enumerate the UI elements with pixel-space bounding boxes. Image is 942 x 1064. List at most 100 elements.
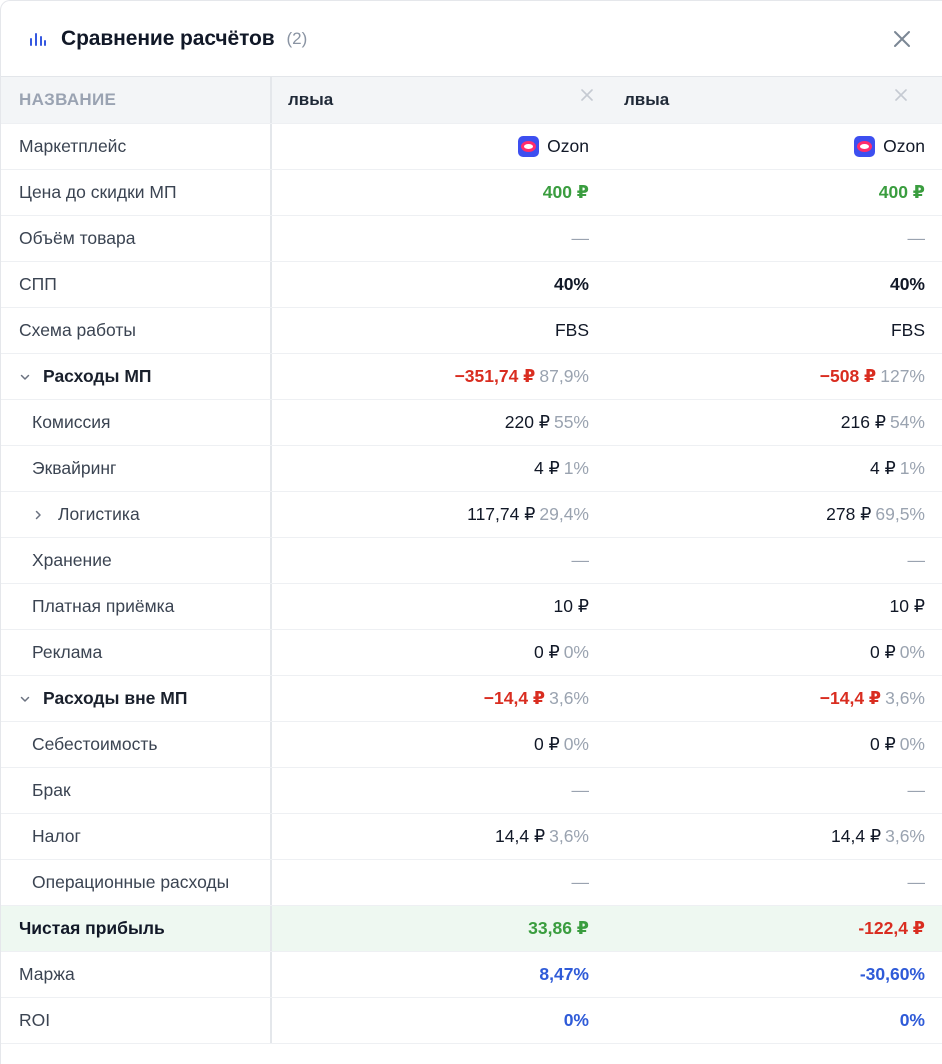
close-icon <box>581 89 593 101</box>
value-cell: 400 ₽ <box>542 182 589 202</box>
amount: 4 ₽ <box>533 458 560 478</box>
ozon-logo-icon <box>518 136 540 157</box>
value-cell: 10 ₽ <box>553 596 589 616</box>
value-cell: Ozon <box>272 124 589 169</box>
value-cell: 0 ₽0% <box>589 722 925 767</box>
row-label: ROI <box>1 998 272 1043</box>
value-cell: -30,60% <box>859 964 925 984</box>
calculation-1-name: лвыа <box>272 77 608 123</box>
row-label: Комиссия <box>1 400 272 445</box>
table-row-margin: Маржа 8,47% -30,60% <box>1 952 942 998</box>
amount: 0 ₽ <box>869 642 896 662</box>
amount: −508 ₽ <box>819 366 877 386</box>
remove-calculation-1-button[interactable] <box>578 86 596 104</box>
comparison-table: НАЗВАНИЕ лвыа лвыа Маркетплейс Ozon Ozo <box>1 77 942 1044</box>
marketplace-value: Ozon <box>547 136 589 156</box>
close-button[interactable] <box>882 19 922 59</box>
chevron-down-icon[interactable] <box>19 691 35 707</box>
table-row-acquiring: Эквайринг 4 ₽1% 4 ₽1% <box>1 446 942 492</box>
row-label: Налог <box>1 814 272 859</box>
table-row-tax: Налог 14,4 ₽3,6% 14,4 ₽3,6% <box>1 814 942 860</box>
row-label: Схема работы <box>1 308 272 353</box>
table-row-marketplace: Маркетплейс Ozon Ozon <box>1 124 942 170</box>
row-label[interactable]: Расходы вне МП <box>1 676 272 721</box>
value-cell: −14,4 ₽3,6% <box>272 676 589 721</box>
table-row-non-mp-costs[interactable]: Расходы вне МП −14,4 ₽3,6% −14,4 ₽3,6% <box>1 676 942 722</box>
ozon-logo-icon <box>854 136 876 157</box>
amount: 0 ₽ <box>869 734 896 754</box>
value-cell: — <box>907 780 926 800</box>
table-row-roi: ROI 0% 0% <box>1 998 942 1044</box>
name-column-header: НАЗВАНИЕ <box>1 77 272 123</box>
value-cell: 0% <box>899 1010 925 1030</box>
amount: 0 ₽ <box>533 734 560 754</box>
percent: 69,5% <box>875 504 925 524</box>
amount: 0 ₽ <box>533 642 560 662</box>
amount: 4 ₽ <box>869 458 896 478</box>
row-label: Маркетплейс <box>1 124 272 169</box>
bar-chart-icon <box>30 32 46 46</box>
percent: 127% <box>880 366 925 386</box>
row-label: Платная приёмка <box>1 584 272 629</box>
table-row-net-profit: Чистая прибыль 33,86 ₽ -122,4 ₽ <box>1 906 942 952</box>
row-label: Объём товара <box>1 216 272 261</box>
percent: 3,6% <box>549 688 589 708</box>
value-cell: 40% <box>889 274 925 294</box>
value-cell: — <box>907 550 926 570</box>
value-cell: 8,47% <box>539 964 589 984</box>
value-cell: — <box>907 872 926 892</box>
table-row-commission: Комиссия 220 ₽55% 216 ₽54% <box>1 400 942 446</box>
value-cell: 0% <box>563 1010 589 1030</box>
chevron-right-icon[interactable] <box>32 507 48 523</box>
remove-calculation-2-button[interactable] <box>892 86 910 104</box>
percent: 3,6% <box>549 826 589 846</box>
table-row-mp-costs[interactable]: Расходы МП −351,74 ₽87,9% −508 ₽127% <box>1 354 942 400</box>
row-label: Операционные расходы <box>1 860 272 905</box>
table-row-logistics[interactable]: Логистика 117,74 ₽29,4% 278 ₽69,5% <box>1 492 942 538</box>
table-row-operational: Операционные расходы — — <box>1 860 942 906</box>
amount: −351,74 ₽ <box>454 366 536 386</box>
amount: 14,4 ₽ <box>495 826 546 846</box>
group-label: Расходы МП <box>43 366 152 386</box>
row-label: Хранение <box>1 538 272 583</box>
percent: 3,6% <box>885 688 925 708</box>
percent: 55% <box>553 412 589 432</box>
percent: 0% <box>563 734 589 754</box>
value-cell: — <box>571 780 590 800</box>
table-row-cost-price: Себестоимость 0 ₽0% 0 ₽0% <box>1 722 942 768</box>
amount: 14,4 ₽ <box>831 826 882 846</box>
percent: 0% <box>899 642 925 662</box>
table-row-paid-acceptance: Платная приёмка 10 ₽ 10 ₽ <box>1 584 942 630</box>
value-cell: 400 ₽ <box>878 182 925 202</box>
value-cell: -122,4 ₽ <box>858 918 925 938</box>
table-row-defect: Брак — — <box>1 768 942 814</box>
row-label[interactable]: Расходы МП <box>1 354 272 399</box>
amount: 220 ₽ <box>504 412 550 432</box>
amount: −14,4 ₽ <box>819 688 882 708</box>
percent: 1% <box>563 458 589 478</box>
percent: 29,4% <box>539 504 589 524</box>
row-label: Чистая прибыль <box>1 906 272 951</box>
panel-header: Сравнение расчётов (2) <box>1 1 942 77</box>
calculation-name: лвыа <box>288 90 334 109</box>
value-cell: 4 ₽1% <box>272 446 589 491</box>
row-label: Себестоимость <box>1 722 272 767</box>
percent: 0% <box>899 734 925 754</box>
percent: 54% <box>889 412 925 432</box>
amount: −14,4 ₽ <box>483 688 546 708</box>
row-label: Маржа <box>1 952 272 997</box>
chevron-down-icon[interactable] <box>19 369 35 385</box>
percent: 87,9% <box>539 366 589 386</box>
value-cell: 0 ₽0% <box>272 630 589 675</box>
row-label[interactable]: Логистика <box>1 492 272 537</box>
calculation-2-name: лвыа <box>608 77 925 123</box>
row-label-text: Логистика <box>58 504 140 524</box>
row-label: СПП <box>1 262 272 307</box>
value-cell: 10 ₽ <box>889 596 925 616</box>
value-cell: 33,86 ₽ <box>528 918 589 938</box>
amount: 216 ₽ <box>840 412 886 432</box>
amount: 117,74 ₽ <box>467 504 536 524</box>
value-cell: −351,74 ₽87,9% <box>272 354 589 399</box>
close-icon <box>894 30 910 47</box>
